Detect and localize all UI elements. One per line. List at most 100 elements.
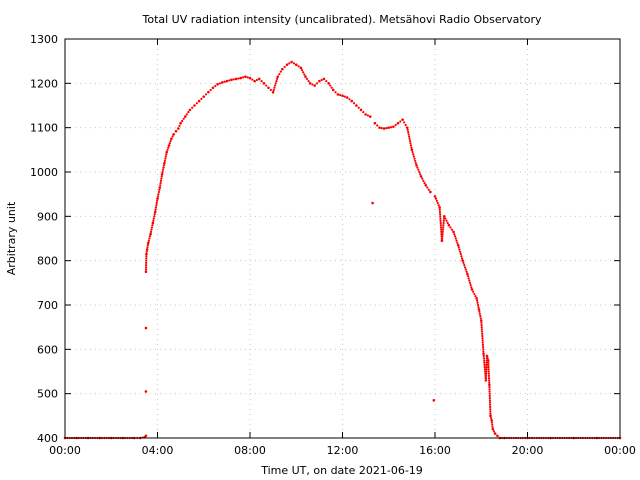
data-point — [234, 77, 238, 81]
data-point — [355, 104, 358, 107]
trace-point — [449, 226, 452, 229]
trace-point — [241, 76, 245, 79]
data-point — [488, 383, 491, 387]
data-point — [491, 427, 495, 431]
trace-point — [476, 301, 479, 304]
data-point — [486, 359, 490, 362]
data-point — [327, 82, 330, 85]
trace-point — [279, 70, 282, 73]
data-point — [207, 90, 210, 94]
trace-point — [482, 346, 485, 349]
trace-point — [343, 95, 346, 98]
trace-point — [491, 423, 494, 426]
trace-point — [485, 363, 488, 366]
trace-point — [272, 88, 275, 92]
data-point — [285, 63, 289, 67]
trace-point — [442, 224, 445, 227]
trace-point — [161, 168, 165, 171]
x-tick-label: 12:00 — [327, 444, 359, 457]
trace-point — [278, 73, 281, 76]
trace-point — [478, 310, 481, 313]
trace-point — [187, 111, 190, 114]
data-point — [188, 108, 192, 112]
trace-point — [274, 82, 277, 85]
trace-point — [490, 421, 494, 424]
data-point — [359, 108, 363, 112]
data-point — [267, 86, 270, 90]
data-point — [144, 434, 148, 438]
trace-point — [265, 84, 268, 87]
trace-point — [148, 235, 152, 238]
data-point — [248, 76, 252, 80]
trace-point — [464, 268, 467, 271]
trace-point — [275, 77, 279, 80]
x-tick-label: 00:00 — [604, 444, 636, 457]
trace-point — [489, 405, 492, 409]
trace-point — [483, 363, 486, 366]
trace-point — [460, 255, 463, 258]
data-point — [336, 93, 340, 96]
trace-point — [376, 124, 379, 127]
data-point — [313, 84, 317, 87]
trace-point — [147, 239, 150, 242]
trace-point — [413, 157, 416, 160]
trace-point — [408, 139, 412, 143]
data-point — [447, 223, 451, 227]
trace-point — [439, 226, 443, 229]
data-point — [438, 206, 441, 209]
trace-point — [450, 228, 454, 231]
trace-point — [489, 416, 493, 420]
y-tick-label: 800 — [37, 255, 58, 268]
data-point — [158, 186, 162, 189]
trace-point — [442, 226, 445, 229]
trace-point — [434, 197, 438, 200]
data-point — [432, 399, 436, 402]
trace-point — [357, 106, 360, 109]
trace-point — [481, 334, 484, 338]
trace-point — [237, 77, 240, 80]
trace-point — [466, 275, 470, 278]
data-point — [461, 259, 465, 262]
data-point — [318, 79, 321, 83]
trace-point — [145, 261, 148, 264]
trace-point — [487, 368, 490, 371]
data-points — [63, 60, 622, 440]
trace-point — [348, 98, 351, 101]
trace-point — [315, 82, 319, 85]
data-point — [378, 126, 381, 129]
trace-point — [462, 261, 465, 264]
data-point — [433, 195, 437, 198]
x-axis-tick-labels: 00:00 04:00 08:00 12:00 16:00 20:00 00:00 — [49, 444, 636, 457]
trace-point — [441, 228, 445, 231]
trace-point — [488, 390, 491, 393]
trace-point — [145, 259, 148, 262]
data-point — [424, 184, 428, 187]
data-point — [220, 81, 224, 84]
y-tick-label: 400 — [37, 432, 58, 445]
trace-point — [482, 348, 485, 351]
y-axis-tick-labels: 400 500 600 700 800 900 1000 1100 1200 1300 — [30, 33, 58, 445]
data-point — [479, 319, 483, 322]
trace-point — [422, 179, 425, 182]
data-point — [262, 82, 266, 85]
x-tick-label: 16:00 — [419, 444, 451, 457]
trace-point — [418, 170, 421, 174]
trace-point — [288, 62, 291, 65]
trace-point — [232, 78, 235, 81]
trace-point — [269, 88, 272, 92]
data-point — [475, 297, 478, 300]
y-tick-label: 700 — [37, 299, 58, 312]
trace-point — [487, 372, 490, 375]
trace-point — [303, 73, 306, 76]
trace-point — [151, 224, 154, 227]
trace-point — [421, 177, 424, 180]
trace-point — [145, 257, 148, 260]
trace-point — [404, 123, 407, 127]
data-point — [174, 129, 178, 133]
data-point — [165, 150, 169, 154]
trace-point — [165, 153, 168, 156]
trace-point — [481, 332, 484, 335]
data-point — [452, 230, 455, 234]
trace-point — [339, 93, 342, 97]
trace-point — [200, 97, 203, 100]
